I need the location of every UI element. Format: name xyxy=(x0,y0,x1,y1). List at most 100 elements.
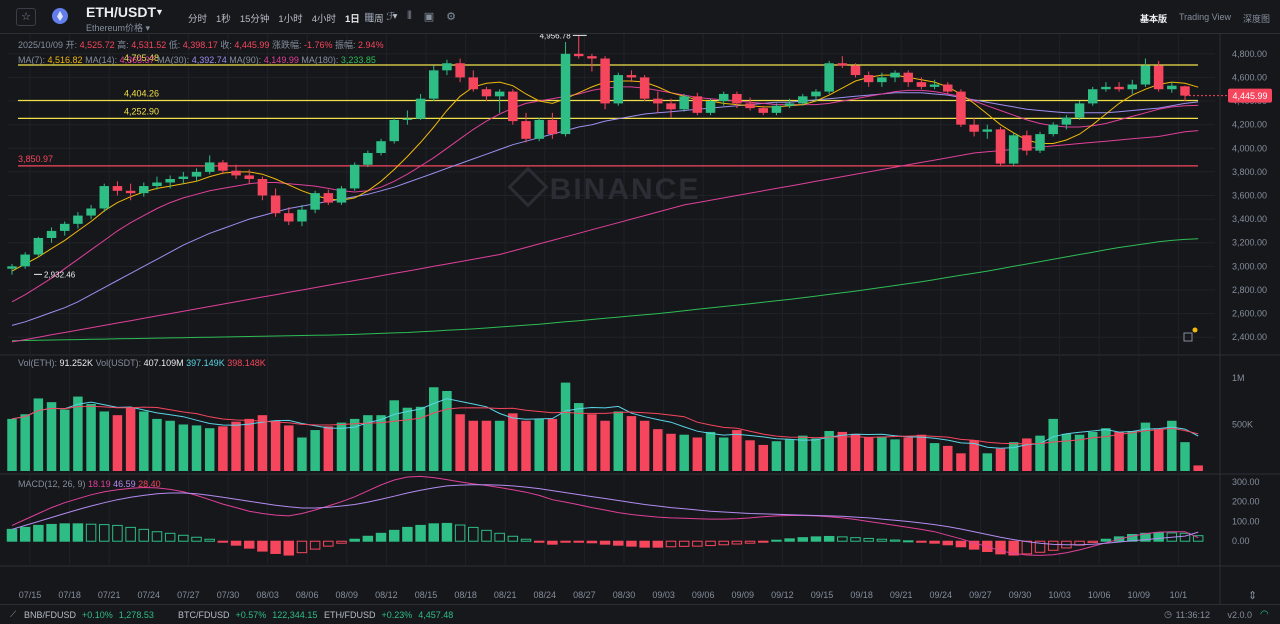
price-tick-label: 3,200.00 xyxy=(1232,238,1267,248)
macd-histogram-bar xyxy=(323,540,334,547)
volume-bar xyxy=(363,415,373,471)
interval-tab[interactable]: 1周 xyxy=(368,14,384,25)
candle-body xyxy=(297,209,307,222)
interval-more-icon[interactable]: ▾ xyxy=(392,11,398,22)
app-version: v2.0.0 xyxy=(1227,610,1252,620)
candle-body xyxy=(705,101,716,113)
macd-histogram-bar xyxy=(823,535,835,542)
candle-body xyxy=(508,91,518,122)
layout-icon[interactable]: ⫴ xyxy=(407,10,412,22)
ticker-price: 1,278.53 xyxy=(118,610,154,620)
macd-histogram-bar xyxy=(599,540,611,545)
volume-bar xyxy=(481,420,492,471)
interval-tab[interactable]: 分时 xyxy=(188,14,208,25)
candle-body xyxy=(1180,86,1190,96)
volume-bar xyxy=(521,420,531,471)
gear-icon[interactable]: ⚙ xyxy=(446,11,456,23)
candle-body xyxy=(1167,85,1177,90)
candle-body xyxy=(59,223,70,231)
volume-bar xyxy=(600,420,610,471)
volume-bar xyxy=(1008,442,1019,471)
interval-tabs: 分时 1秒 15分钟 1小时 4小时 1日 1周 ▾ xyxy=(188,11,406,25)
volume-bar xyxy=(468,420,479,471)
macd-tick-label: 0.00 xyxy=(1232,536,1250,546)
view-depth[interactable]: 深度图 xyxy=(1242,14,1270,24)
volume-bar xyxy=(995,448,1006,471)
calendar-icon[interactable]: ▦ xyxy=(364,11,375,23)
volume-bar xyxy=(639,420,650,471)
settings-icon[interactable]: ▣ xyxy=(423,11,435,23)
volume-bar xyxy=(916,434,927,471)
candle-body xyxy=(363,152,373,165)
x-tick-label: 08/30 xyxy=(613,590,636,600)
volume-bar xyxy=(20,414,30,471)
candle-body xyxy=(244,175,254,179)
high-label: 高: xyxy=(117,40,129,50)
macd-dif-value: 18.19 xyxy=(88,479,111,489)
macd-histogram-bar xyxy=(1034,540,1046,553)
pair-subtitle[interactable]: Ethereum价格 ▾ xyxy=(86,23,151,33)
chart-area[interactable]: 07/15 07/18 07/21 07/24 07/27 07/30 08/03 08/06… xyxy=(0,34,1280,604)
interval-tab[interactable]: 1小时 xyxy=(278,14,303,25)
volume-bar xyxy=(547,418,558,471)
volume-bar xyxy=(73,396,83,471)
candle-body xyxy=(349,164,360,189)
ma180-label: MA(180): xyxy=(301,55,339,65)
macd-tick-label: 200.00 xyxy=(1232,497,1260,507)
macd-histogram-bar xyxy=(283,540,295,556)
macd-histogram-bar xyxy=(929,540,940,544)
vol-ma1-value: 397.149K xyxy=(186,358,225,368)
volume-bar xyxy=(33,398,44,471)
macd-histogram-bar xyxy=(217,540,229,543)
x-tick-label: 09/12 xyxy=(771,590,794,600)
macd-legend: MACD(12, 26, 9) 18.19 46.59 28.40 xyxy=(18,479,161,489)
x-tick-label: 07/30 xyxy=(217,590,240,600)
volume-bar xyxy=(626,416,637,471)
ticker-bnb[interactable]: BNB/FDUSD +0.10% 1,278.53 xyxy=(24,610,154,620)
candle-body xyxy=(560,53,571,135)
macd-histogram-bar xyxy=(204,538,215,542)
pair-caret-icon[interactable]: ▼ xyxy=(155,7,164,17)
ticker-eth[interactable]: ETH/FDUSD +0.23% 4,457.48 xyxy=(324,610,453,620)
view-tradingview[interactable]: Trading View xyxy=(1178,12,1231,22)
volume-bar xyxy=(956,453,966,471)
volume-bar xyxy=(718,437,729,471)
macd-histogram-bar xyxy=(178,534,189,542)
macd-histogram-bar xyxy=(85,523,97,542)
interval-tab[interactable]: 15分钟 xyxy=(239,14,270,25)
interval-tab[interactable]: 1秒 xyxy=(216,14,231,25)
macd-histogram-bar xyxy=(6,528,18,542)
ethereum-logo-icon xyxy=(52,8,68,24)
volume-bar xyxy=(837,431,848,471)
favorite-star-icon[interactable]: ☆ xyxy=(16,8,36,26)
interval-tab-active[interactable]: 1日 xyxy=(344,14,360,25)
ticker-btc[interactable]: BTC/FDUSD +0.57% 122,344.15 xyxy=(178,610,317,620)
candlestick-chart[interactable]: 07/15 07/18 07/21 07/24 07/27 07/30 08/03 08/06… xyxy=(0,34,1280,604)
candle-body xyxy=(1048,124,1058,135)
x-tick-label: 08/15 xyxy=(415,590,438,600)
macd-histogram-bar xyxy=(99,524,110,542)
price-tick-label: 3,600.00 xyxy=(1232,191,1267,201)
volume-bar xyxy=(376,415,386,471)
interval-tab[interactable]: 4小时 xyxy=(311,14,336,25)
macd-histogram-bar xyxy=(1192,535,1204,542)
macd-histogram-bar xyxy=(270,540,281,554)
ma180-line xyxy=(11,238,1199,342)
indicator-icon[interactable]: ℱ xyxy=(386,11,396,23)
candle-body xyxy=(1074,103,1085,118)
current-price-label: 4,445.99 xyxy=(1232,91,1267,101)
view-basic[interactable]: 基本版 xyxy=(1139,14,1167,24)
volume-bar xyxy=(415,406,426,471)
ma7-value: 4,516.82 xyxy=(47,55,83,65)
close-label: 收: xyxy=(220,40,232,50)
open-value: 4,525.72 xyxy=(79,40,115,50)
volume-bar xyxy=(244,418,254,471)
low-annotation: 2,932.46 xyxy=(44,270,76,279)
pair-selector[interactable]: ETH/USDT xyxy=(86,4,156,20)
macd-histogram-bar xyxy=(1008,540,1019,556)
macd-histogram-bar xyxy=(1179,532,1191,542)
candle-body xyxy=(376,141,386,153)
volume-bar xyxy=(1101,428,1111,471)
close-value: 4,445.99 xyxy=(234,40,270,50)
macd-histogram-bar xyxy=(955,540,967,548)
